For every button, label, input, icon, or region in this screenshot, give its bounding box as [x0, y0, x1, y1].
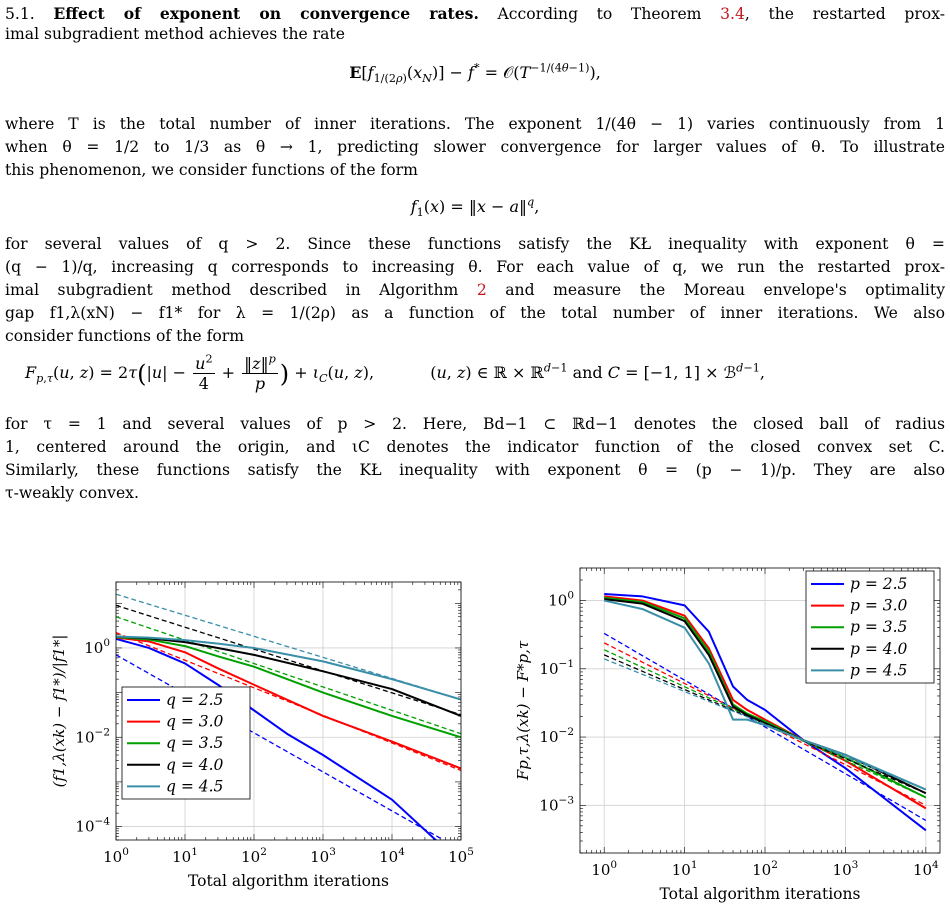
- fit-line-q=3.5: [116, 616, 461, 735]
- para3-text-a: imal subgradient method described in Alg…: [5, 281, 459, 299]
- plot-area: [116, 593, 461, 840]
- para3-line3: imal subgradient method described in Alg…: [5, 280, 945, 300]
- para3-line2: (q − 1)/q, increasing q corresponds to i…: [5, 258, 945, 276]
- y-tick-label: 100: [548, 590, 574, 610]
- series-line-q=3.0: [116, 636, 461, 770]
- algorithm-ref-link[interactable]: 2: [476, 281, 487, 299]
- chart-q-convergence: 100 101 102 103 104 105 100 10−2 10−4 Total algor…: [50, 581, 474, 890]
- series-line-p=4.5: [603, 599, 927, 791]
- x-tick-label: 105: [448, 846, 474, 866]
- y-tick-label: 10−2: [539, 726, 574, 746]
- y-tick-label: 10−2: [75, 726, 110, 746]
- y-tick-label: 10−3: [539, 794, 574, 814]
- legend-label: p = 4.5: [850, 661, 907, 679]
- x-tick-label: 103: [310, 846, 336, 866]
- theorem-ref-link[interactable]: 3.4: [720, 5, 745, 23]
- para4-line4: τ-weakly convex.: [5, 484, 139, 502]
- para3-line1: for several values of q > 2. Since these…: [5, 235, 945, 253]
- para1-line2: imal subgradient method achieves the rat…: [5, 25, 345, 43]
- fit-line-q=3.0: [116, 632, 461, 772]
- section-title: Effect of exponent on convergence rates.: [53, 4, 479, 23]
- fit-line-p=4.5: [603, 658, 927, 791]
- legend-label: p = 4.0: [850, 640, 908, 658]
- legend-label: q = 4.0: [166, 756, 224, 774]
- equation-rate: E[f1/(2ρ)(xN)] − f* = 𝒪(T−1/(4θ−1)),: [349, 61, 601, 86]
- series-line-q=3.5: [116, 636, 461, 739]
- x-tick-label: 104: [379, 846, 405, 866]
- fit-line-q=4.0: [116, 604, 461, 716]
- series-line-q=2.5: [116, 637, 438, 840]
- equation-f1: f1(x) = ‖x − a‖q,: [410, 195, 540, 220]
- fit-line-p=4.0: [603, 654, 927, 794]
- section-heading-line: 5.1. Effect of exponent on convergence r…: [5, 4, 945, 24]
- legend-label: p = 3.5: [850, 618, 907, 636]
- series-line-p=3.5: [604, 596, 927, 799]
- fit-line-p=2.5: [603, 632, 927, 822]
- x-tick-label: 102: [752, 859, 778, 879]
- series-line-q=4.5: [116, 635, 461, 701]
- para1-text-b: , the restarted prox-: [744, 5, 945, 23]
- legend-label: q = 3.0: [166, 713, 224, 731]
- y-tick-label: 10−4: [75, 816, 110, 836]
- y-axis-label: (f1,λ(xk) − f1*)/|f1*|: [50, 635, 68, 788]
- x-axis-label: Total algorithm iterations: [188, 872, 389, 890]
- para3-line4: gap f1,λ(xN) − f1* for λ = 1/(2ρ) as a f…: [5, 304, 945, 322]
- legend-label: p = 3.0: [850, 597, 908, 615]
- plot-frame: [579, 567, 941, 854]
- chart-p-convergence: 100 101 102 103 104 100 10−1 10−2 10−3 Total algo…: [514, 567, 941, 903]
- plot-area: [603, 592, 927, 832]
- para1-text-a: According to Theorem: [497, 5, 702, 23]
- plot-frame: [115, 581, 462, 841]
- series-line-p=2.5: [604, 592, 927, 832]
- x-tick-label: 102: [241, 846, 267, 866]
- para4-line1: for τ = 1 and several values of p > 2. H…: [5, 415, 945, 433]
- para3-text-b: and measure the Moreau envelope's optima…: [505, 281, 945, 299]
- legend-label: q = 2.5: [166, 691, 223, 709]
- x-tick-label: 100: [591, 859, 617, 879]
- para4-line3: Similarly, these functions satisfy the K…: [5, 461, 945, 479]
- para3-line5: consider functions of the form: [5, 327, 245, 345]
- x-tick-label: 100: [103, 846, 129, 866]
- legend-label: q = 4.5: [166, 777, 223, 795]
- para2-line3: this phenomenon, we consider functions o…: [5, 161, 418, 179]
- x-axis-label: Total algorithm iterations: [660, 885, 861, 903]
- y-axis-label: Fp,τ,λ(xk) − F*p,τ: [514, 640, 532, 781]
- section-number: 5.1.: [5, 5, 35, 23]
- legend-label: p = 2.5: [850, 575, 907, 593]
- para2-line1: where T is the total number of inner ite…: [5, 115, 945, 133]
- y-tick-label: 100: [84, 637, 110, 657]
- legend-label: q = 3.5: [166, 734, 223, 752]
- para2-line2: when θ = 1/2 to 1/3 as θ → 1, predicting…: [5, 138, 945, 156]
- x-tick-label: 101: [672, 859, 698, 879]
- x-tick-label: 104: [913, 859, 939, 879]
- x-tick-label: 103: [833, 859, 859, 879]
- para4-line2: 1, centered around the origin, and ιC de…: [5, 438, 945, 456]
- equation-F: Fp,τ(u, z) = 2τ(|u| − u2 4 + ‖z‖p p) + ιC(…: [25, 352, 765, 393]
- x-tick-label: 101: [172, 846, 198, 866]
- y-tick-label: 10−1: [539, 658, 574, 678]
